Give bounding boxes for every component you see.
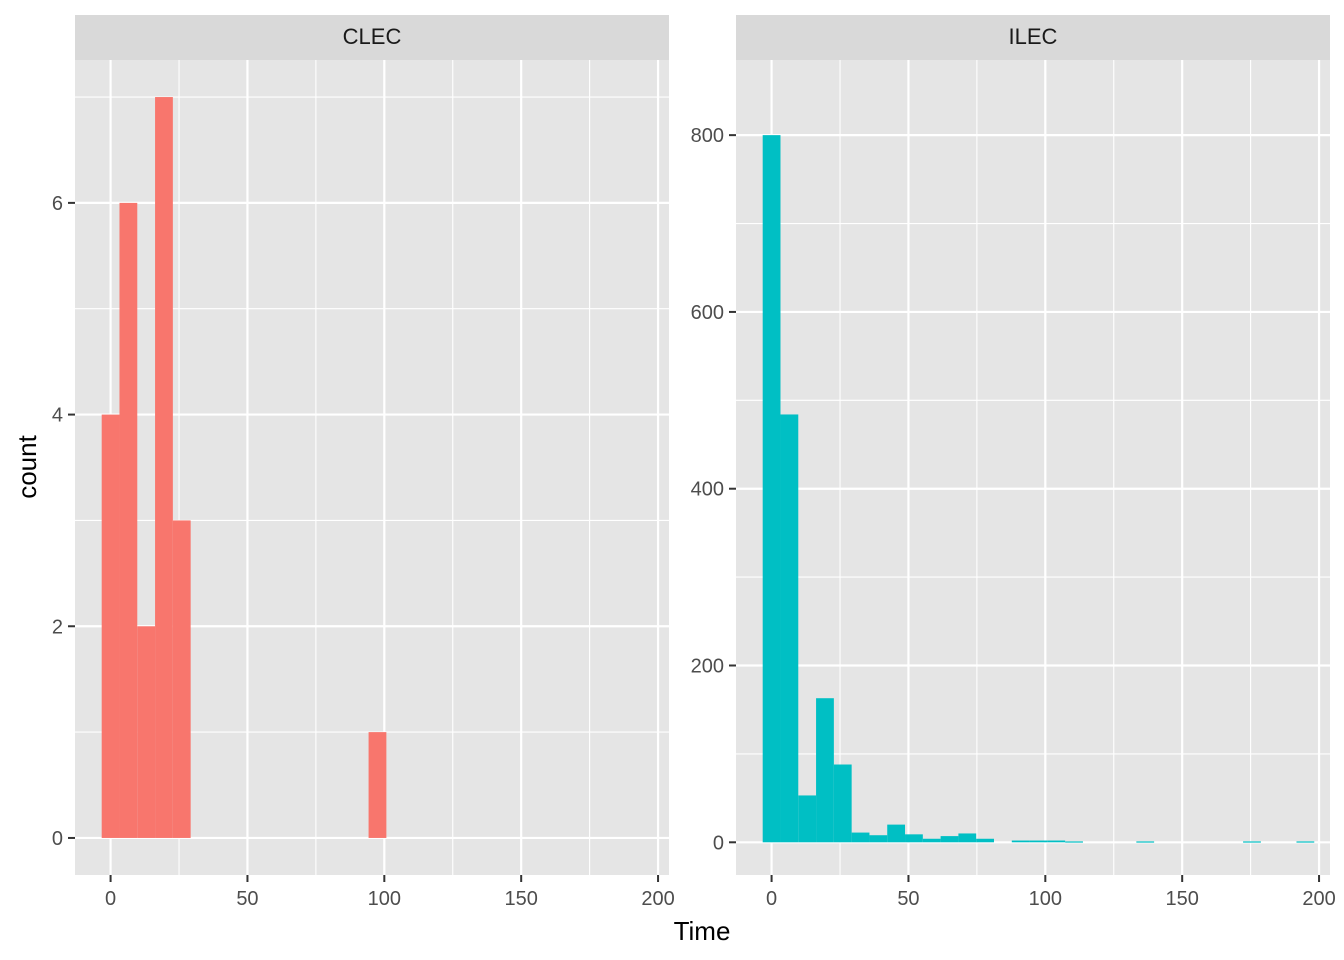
x-axis: 0 50 100 150 200: [105, 875, 675, 910]
histogram-bar: [1136, 841, 1155, 843]
histogram-bar: [816, 698, 834, 843]
histogram-bar: [869, 835, 888, 843]
histogram-bar: [833, 764, 852, 843]
facet-panel: CLEC 0 50 100 150 200 0 2 4 6: [52, 15, 675, 910]
x-tick-label: 50: [236, 888, 258, 910]
histogram-bar: [905, 834, 923, 843]
y-tick-label: 400: [691, 479, 724, 501]
y-tick-label: 6: [52, 193, 63, 215]
histogram-bar: [172, 520, 191, 838]
panel-background: [736, 60, 1330, 875]
y-tick-label: 0: [52, 828, 63, 850]
y-tick-label: 0: [713, 832, 724, 854]
histogram-bar: [137, 626, 156, 838]
histogram-bar: [1243, 841, 1261, 843]
histogram-bar: [976, 838, 994, 843]
y-axis-title: count: [12, 434, 42, 498]
y-tick-label: 800: [691, 125, 724, 147]
x-tick-label: 0: [766, 888, 777, 910]
histogram-bars: [762, 135, 1315, 843]
x-tick-label: 200: [641, 888, 674, 910]
histogram-bar: [1011, 840, 1030, 843]
histogram-bar: [1296, 841, 1315, 843]
strip-background: [736, 15, 1330, 60]
y-tick-label: 600: [691, 302, 724, 324]
histogram-bar: [851, 832, 870, 843]
histogram-bar: [958, 833, 977, 843]
histogram-bar: [940, 836, 959, 843]
facet-panel: ILEC 0 50 100 150 200 0 200 400 600 800: [691, 15, 1336, 910]
x-tick-label: 150: [504, 888, 537, 910]
y-tick-label: 4: [52, 405, 63, 427]
histogram-bar: [1065, 841, 1083, 843]
histogram-bars: [101, 97, 387, 838]
histogram-bar: [762, 135, 781, 843]
strip-background: [75, 15, 669, 60]
x-tick-label: 200: [1302, 888, 1335, 910]
y-tick-label: 200: [691, 656, 724, 678]
x-tick-label: 100: [1029, 888, 1062, 910]
x-tick-label: 150: [1165, 888, 1198, 910]
x-tick-label: 0: [105, 888, 116, 910]
histogram-bar: [922, 838, 941, 843]
minor-gridlines: [736, 60, 1330, 875]
histogram-bar: [1047, 840, 1066, 843]
histogram-bar: [119, 202, 138, 838]
y-axis: 0 200 400 600 800: [691, 125, 736, 854]
x-axis-title: Time: [674, 916, 731, 946]
strip-label: CLEC: [343, 24, 402, 49]
y-tick-label: 2: [52, 616, 63, 638]
x-tick-label: 50: [897, 888, 919, 910]
histogram-bar: [798, 795, 817, 843]
histogram-bar: [101, 414, 120, 838]
histogram-bar: [887, 824, 906, 843]
strip-label: ILEC: [1009, 24, 1058, 49]
x-tick-label: 100: [368, 888, 401, 910]
y-axis: 0 2 4 6: [52, 193, 75, 850]
histogram-bar: [155, 97, 173, 838]
histogram-bar: [780, 414, 799, 843]
x-axis: 0 50 100 150 200: [766, 875, 1336, 910]
histogram-bar: [368, 732, 387, 838]
histogram-bar: [1029, 840, 1048, 843]
